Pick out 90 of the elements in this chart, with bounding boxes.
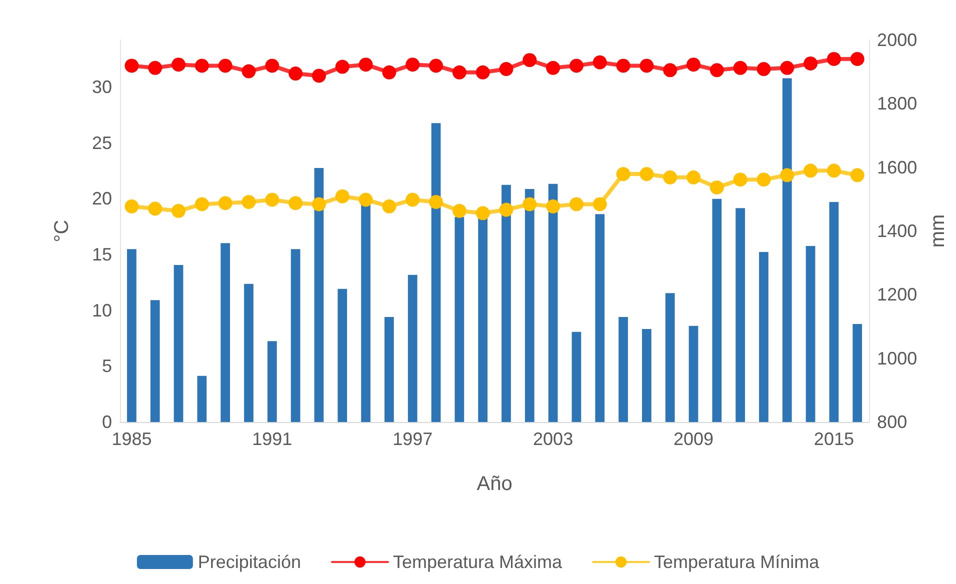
y2-axis-title: mm — [927, 214, 949, 248]
point — [382, 65, 396, 80]
point — [288, 196, 303, 210]
point — [172, 204, 186, 218]
point — [569, 197, 584, 212]
point — [546, 199, 560, 214]
y2-tick-label: 1000 — [877, 348, 918, 368]
point — [335, 60, 350, 74]
point — [335, 189, 350, 204]
point — [242, 64, 256, 78]
point — [499, 202, 514, 217]
y2-tick-label: 1600 — [877, 157, 918, 178]
x-tick-label: 2009 — [673, 429, 714, 449]
point — [733, 60, 748, 75]
point — [358, 58, 373, 72]
x-tick-label: 2015 — [814, 429, 854, 449]
y-axis-title: °C — [51, 220, 73, 242]
legend-label: Temperatura Máxima — [392, 552, 564, 572]
point — [780, 60, 794, 75]
point — [382, 199, 396, 214]
y-tick-label: 10 — [92, 300, 112, 320]
point — [265, 58, 280, 73]
point — [218, 58, 232, 73]
point — [406, 58, 420, 72]
y2-tick-label: 2000 — [877, 30, 918, 50]
point — [826, 164, 841, 178]
point — [804, 56, 818, 70]
point — [686, 170, 700, 184]
point — [429, 194, 444, 209]
point — [288, 66, 303, 81]
point — [522, 197, 537, 212]
point — [429, 58, 444, 73]
point — [780, 168, 794, 182]
point — [756, 172, 771, 187]
point — [733, 172, 748, 187]
point — [546, 60, 560, 75]
point — [312, 197, 326, 212]
point — [265, 192, 280, 207]
x-tick-label: 1997 — [392, 429, 433, 449]
x-tick-label: 1991 — [252, 429, 292, 449]
point — [592, 197, 607, 212]
point — [850, 168, 864, 182]
x-tick-label: 1985 — [112, 429, 152, 449]
x-axis-title: Año — [476, 473, 512, 495]
point — [242, 194, 256, 209]
point — [452, 204, 466, 218]
point — [640, 58, 654, 73]
point — [148, 202, 162, 216]
point — [850, 52, 864, 66]
point — [710, 180, 724, 194]
point — [476, 65, 490, 80]
y-tick-label: 15 — [92, 244, 112, 264]
legend-label: Precipitación — [198, 552, 301, 572]
point — [522, 53, 537, 68]
y-tick-label: 30 — [92, 76, 112, 97]
point — [663, 170, 678, 184]
point — [616, 58, 630, 73]
point — [804, 164, 818, 178]
legend-label: Temperatura Mínima — [654, 552, 820, 572]
point — [452, 65, 466, 80]
point — [710, 63, 724, 78]
point — [686, 58, 700, 72]
y-tick-label: 0 — [102, 412, 112, 432]
point — [569, 58, 584, 73]
point — [756, 62, 771, 76]
point — [663, 63, 678, 78]
point — [312, 68, 326, 83]
point — [616, 167, 630, 182]
y-tick-label: 25 — [92, 132, 112, 153]
point — [194, 197, 209, 212]
point — [499, 62, 514, 76]
y-tick-label: 20 — [92, 188, 112, 209]
point — [148, 60, 162, 75]
y2-tick-label: 1800 — [877, 94, 918, 114]
y2-tick-label: 800 — [877, 412, 908, 432]
x-tick-label: 2003 — [533, 429, 574, 449]
point — [172, 58, 186, 72]
point — [826, 52, 841, 66]
point — [406, 192, 420, 207]
point — [358, 192, 373, 207]
point — [218, 196, 232, 210]
y-tick-label: 5 — [102, 356, 112, 376]
point — [124, 199, 139, 214]
point — [476, 206, 490, 220]
point — [592, 55, 607, 70]
y2-tick-label: 1400 — [877, 221, 918, 241]
point — [124, 58, 139, 73]
point — [640, 167, 654, 182]
point — [194, 58, 209, 73]
y2-tick-label: 1200 — [877, 284, 918, 305]
